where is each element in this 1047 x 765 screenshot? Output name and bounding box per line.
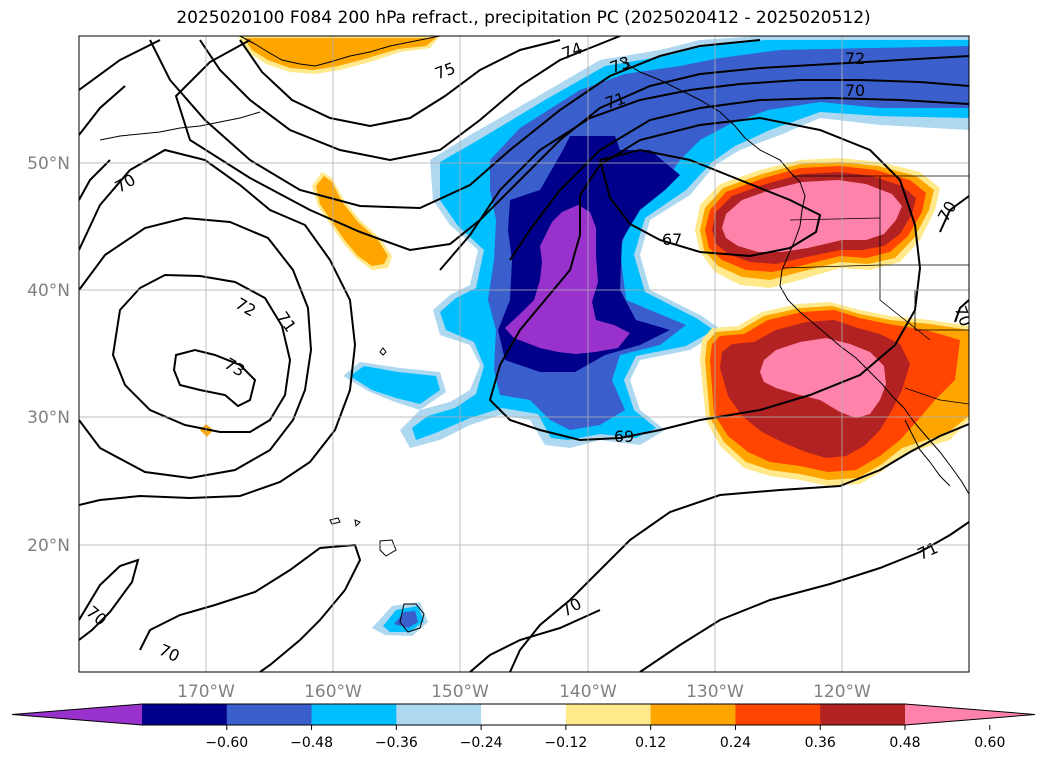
colorbar-extend-high (905, 704, 1035, 725)
contour-70-east (939, 195, 969, 233)
contour-70-south (139, 543, 362, 672)
colorbar-cell (311, 704, 397, 725)
contour-71-se (639, 521, 969, 672)
island-dot-3 (354, 519, 361, 528)
coastline-north-america (744, 137, 969, 495)
anomaly-fill-pink-north (722, 180, 902, 252)
contour-ring-71 (79, 216, 313, 480)
lon-label: 160°W (304, 682, 362, 702)
colorbar-cells (11, 703, 1036, 726)
colorbar-cell (565, 704, 652, 725)
positive-anomaly-alaska (200, 36, 440, 437)
colorbar-cell (820, 704, 906, 725)
colorbar-outline (11, 703, 1036, 726)
colorbar-tick-label: −0.48 (290, 735, 333, 751)
border-state-2 (789, 217, 881, 221)
contour-label: 69 (614, 427, 634, 446)
anomaly-fill-pink-south (760, 338, 886, 418)
negative-precip-anomaly-region (343, 36, 969, 636)
border-state-4 (879, 265, 931, 341)
colorbar-cell (142, 704, 228, 725)
lat-label: 50°N (27, 154, 70, 174)
lon-label: 120°W (813, 682, 871, 702)
colorbar-tick-label: −0.24 (460, 735, 503, 751)
border-state-3 (782, 264, 881, 269)
contour-75 (239, 39, 561, 128)
colorbar-cell (226, 704, 313, 725)
anomaly-fill-purple (505, 205, 630, 354)
contour-70-se (509, 423, 969, 672)
contour-label: 70 (845, 81, 865, 100)
colorbar-tick-label: 0.60 (974, 735, 1005, 751)
coastline-alaska (239, 36, 441, 67)
refractivity-contours (79, 36, 969, 672)
contour-ring-72 (111, 273, 292, 433)
contour-74 (199, 36, 621, 162)
contour-high-center (172, 348, 257, 408)
lat-label: 30°N (27, 408, 70, 428)
colorbar-extend-low (12, 704, 142, 725)
anomaly-fill-sky-blue-small (350, 366, 440, 404)
colorbar-tick-label: 0.12 (635, 735, 666, 751)
coastline-alaska-panhandle (619, 59, 746, 139)
border-mexico (904, 387, 969, 405)
lon-label: 130°W (686, 682, 744, 702)
lat-label: 40°N (27, 281, 70, 301)
colorbar-cell (735, 704, 821, 725)
colorbar-tick-label: 0.36 (805, 735, 836, 751)
lon-label: 140°W (559, 682, 617, 702)
contour-70-east2 (954, 299, 969, 323)
colorbar-cell (396, 704, 482, 725)
island-dot-2 (329, 517, 341, 525)
colorbar-tick-label: −0.60 (205, 735, 248, 751)
contour-label: 67 (662, 230, 682, 249)
anomaly-fill-royal-blue-hawaii (394, 611, 418, 628)
map-frame (78, 35, 970, 673)
coastlines (99, 36, 969, 633)
coastline-hawaii-big (399, 603, 425, 633)
contour-70-west (79, 148, 357, 506)
colorbar-ticks: −0.60 −0.48 −0.36 −0.24 −0.12 0.12 0.24 0.36 0.4… (205, 725, 1005, 751)
longitude-labels: 170°W 160°W 150°W 140°W 130°W 120°W (177, 682, 871, 702)
map-content: 70 72 71 73 74 75 73 71 72 70 67 69 70 7… (79, 36, 969, 672)
colorbar-tick-label: 0.24 (720, 735, 751, 751)
contour-69 (488, 116, 922, 442)
contour-70-se2 (469, 609, 601, 672)
contour-70-north (79, 96, 969, 261)
map-title: 2025020100 F084 200 hPa refract., precip… (176, 8, 871, 28)
lon-label: 170°W (177, 682, 235, 702)
colorbar-tick-label: −0.36 (375, 735, 418, 751)
latitude-labels: 50°N 40°N 30°N 20°N (27, 154, 70, 556)
colorbar: −0.60 −0.48 −0.36 −0.24 −0.12 0.12 0.24 0.36 0.4… (11, 703, 1036, 751)
aleutian-chain (99, 111, 261, 141)
lon-label: 150°W (431, 682, 489, 702)
contour-label: 72 (845, 49, 865, 68)
island-dot-1 (379, 347, 387, 356)
colorbar-cell (650, 704, 736, 725)
lat-label: 20°N (27, 536, 70, 556)
coastline-hawaii-small (379, 539, 397, 557)
contour-70-sw (79, 558, 140, 641)
colorbar-tick-label: 0.48 (889, 735, 920, 751)
graticule (79, 36, 969, 672)
coastline-baja (904, 419, 951, 487)
contour-73 (149, 39, 761, 210)
colorbar-cell (481, 704, 567, 725)
colorbar-tick-label: −0.12 (544, 735, 587, 751)
contour-71 (79, 79, 969, 271)
